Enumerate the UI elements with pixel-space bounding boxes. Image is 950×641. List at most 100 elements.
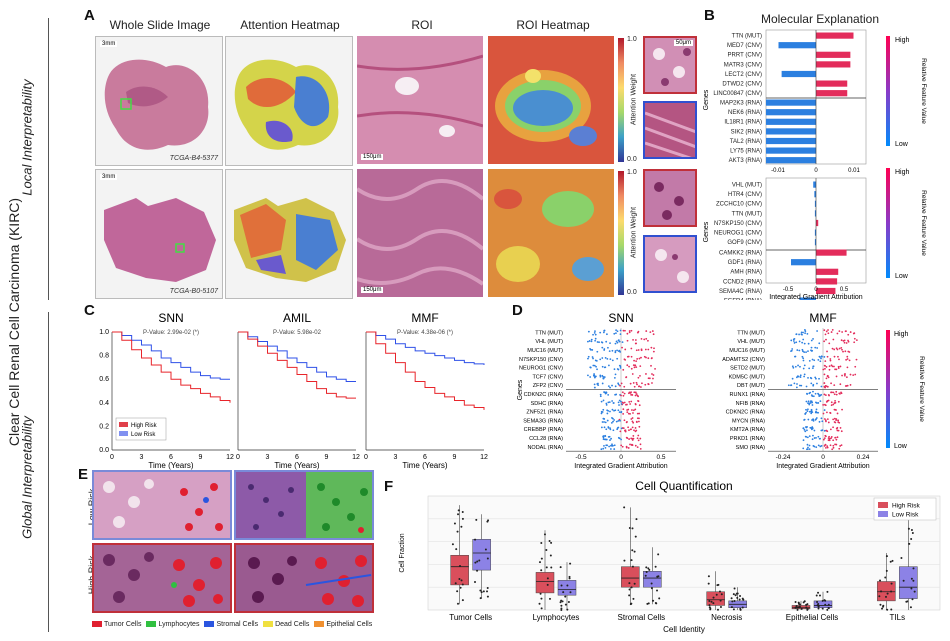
km-xtick: 0 — [364, 454, 368, 461]
km-legend-high: High Risk — [131, 423, 158, 429]
beeswarm-point — [802, 338, 805, 341]
panel-b-top-b-bar — [766, 147, 816, 154]
beeswarm-point — [816, 382, 818, 385]
panel-b-chart: TTN (MUT) MED7 (CNV) PRRT (CNV) MATR3 (CNV)… — [703, 29, 927, 300]
box-point — [456, 602, 459, 605]
beeswarm-point — [801, 348, 804, 351]
beeswarm-point — [825, 330, 828, 333]
beeswarm-point — [806, 443, 809, 446]
beeswarm-point — [837, 400, 840, 403]
beeswarm-point — [810, 349, 812, 352]
beeswarm-point — [800, 331, 803, 334]
beeswarm-point — [630, 428, 632, 431]
beeswarm-point — [609, 439, 611, 442]
beeswarm-gene-label: SDHC (RNA) — [531, 401, 564, 407]
box-point — [560, 608, 563, 611]
beeswarm-point — [804, 430, 807, 433]
beeswarm-point — [810, 377, 813, 380]
beeswarm-point — [634, 408, 637, 411]
beeswarm-point — [603, 391, 605, 393]
beeswarm-point — [818, 395, 821, 397]
beeswarm-gene-label: KDM5C (MUT) — [729, 374, 766, 380]
box-legend-swatch — [878, 502, 888, 508]
beeswarm-point — [841, 374, 843, 377]
beeswarm-point — [801, 355, 804, 358]
beeswarm-point — [819, 360, 822, 363]
box-point — [546, 583, 549, 586]
beeswarm-gene-label: ZNF521 (RNA) — [526, 410, 563, 416]
beeswarm-point — [620, 427, 623, 430]
beeswarm-point — [640, 356, 642, 359]
beeswarm-ylabel: Genes — [517, 379, 524, 400]
box-point — [564, 595, 567, 598]
beeswarm-point — [825, 401, 828, 403]
beeswarm-point — [826, 430, 829, 433]
box-point — [910, 528, 913, 531]
beeswarm-gene-label: MYCN (RNA) — [732, 418, 765, 424]
beeswarm-point — [603, 329, 606, 332]
beeswarm-point — [809, 426, 812, 429]
beeswarm-point — [593, 376, 596, 379]
beeswarm-point — [600, 426, 603, 429]
beeswarm-point — [604, 421, 607, 424]
box-point — [545, 548, 548, 551]
box-point — [712, 602, 715, 605]
km-title: MMF — [411, 311, 438, 325]
beeswarm-point — [801, 341, 804, 344]
beeswarm-point — [834, 368, 836, 371]
beeswarm-point — [612, 429, 615, 432]
beeswarm-gene-label: TTN (MUT) — [535, 330, 563, 336]
box-point — [560, 584, 563, 587]
box-point — [657, 575, 660, 578]
beeswarm-point — [637, 349, 640, 351]
beeswarm-point — [647, 383, 650, 385]
beeswarm-point — [652, 333, 655, 336]
beeswarm-point — [647, 348, 650, 351]
beeswarm-point — [815, 436, 817, 439]
beeswarm-point — [807, 418, 810, 421]
box-point — [882, 605, 885, 608]
beeswarm-point — [633, 359, 635, 362]
beeswarm-point — [803, 351, 806, 353]
beeswarm-point — [601, 365, 604, 368]
box-point — [886, 592, 889, 595]
beeswarm-point — [609, 386, 611, 389]
box-point — [486, 595, 489, 598]
box-category-label: Stromal Cells — [618, 613, 666, 622]
panel-b-top-b-bar — [766, 99, 816, 106]
beeswarm-point — [827, 421, 830, 424]
colorbar1-bottom: 0.0 — [627, 156, 637, 163]
beeswarm-point — [794, 365, 797, 368]
beeswarm-point — [637, 439, 640, 442]
box-point — [806, 603, 809, 606]
beeswarm-point — [823, 382, 826, 384]
box-point — [459, 586, 462, 589]
beeswarm-point — [605, 428, 608, 431]
box-point — [650, 587, 653, 590]
beeswarm-point — [832, 338, 835, 341]
beeswarm-point — [608, 435, 611, 438]
beeswarm-point — [631, 444, 634, 447]
beeswarm-point — [807, 400, 810, 403]
cell-tile-high-a — [92, 543, 232, 613]
beeswarm-point — [838, 347, 841, 350]
beeswarm-point — [828, 368, 831, 371]
beeswarm-point — [823, 409, 826, 411]
beeswarm-point — [830, 331, 833, 333]
panel-b-bot-a-gene-label: TTN (MUT) — [732, 211, 762, 217]
beeswarm-gene-label: DBT (MUT) — [737, 383, 765, 389]
beeswarm-point — [853, 337, 856, 340]
km-pvalue: P-Value: 5.98e-02 — [273, 330, 322, 336]
beeswarm-point — [634, 364, 637, 367]
beeswarm-point — [626, 364, 629, 367]
beeswarm-point — [831, 448, 834, 451]
beeswarm-point — [805, 400, 808, 403]
beeswarm-point — [636, 417, 639, 420]
beeswarm-point — [835, 427, 838, 430]
beeswarm-point — [638, 357, 641, 360]
beeswarm-point — [588, 340, 591, 342]
beeswarm-point — [847, 339, 849, 342]
beeswarm-point — [841, 348, 843, 351]
panel-b-top-a-bar — [816, 90, 848, 97]
beeswarm-point — [618, 404, 620, 406]
